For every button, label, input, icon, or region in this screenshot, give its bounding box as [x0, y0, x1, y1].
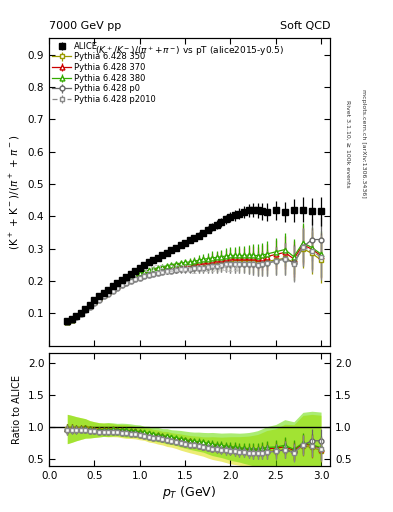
- Text: $(K^+/K^-)$/$(\pi^+$+$\pi^-)$ vs pT (alice2015-y0.5): $(K^+/K^-)$/$(\pi^+$+$\pi^-)$ vs pT (ali…: [95, 45, 284, 58]
- Text: Rivet 3.1.10, ≥ 100k events: Rivet 3.1.10, ≥ 100k events: [345, 99, 350, 187]
- Y-axis label: (K$^+$ + K$^-$)/($\pi^+$ + $\pi^-$): (K$^+$ + K$^-$)/($\pi^+$ + $\pi^-$): [8, 134, 22, 250]
- Text: Soft QCD: Soft QCD: [280, 20, 330, 31]
- Text: ALICE_2015_I1357424: ALICE_2015_I1357424: [140, 264, 240, 273]
- X-axis label: $p_T$ (GeV): $p_T$ (GeV): [162, 483, 217, 501]
- Y-axis label: Ratio to ALICE: Ratio to ALICE: [12, 375, 22, 444]
- Text: mcplots.cern.ch [arXiv:1306.3436]: mcplots.cern.ch [arXiv:1306.3436]: [361, 89, 366, 198]
- Legend: ALICE, Pythia 6.428 350, Pythia 6.428 370, Pythia 6.428 380, Pythia 6.428 p0, Py: ALICE, Pythia 6.428 350, Pythia 6.428 37…: [51, 41, 157, 105]
- Text: 7000 GeV pp: 7000 GeV pp: [49, 20, 121, 31]
